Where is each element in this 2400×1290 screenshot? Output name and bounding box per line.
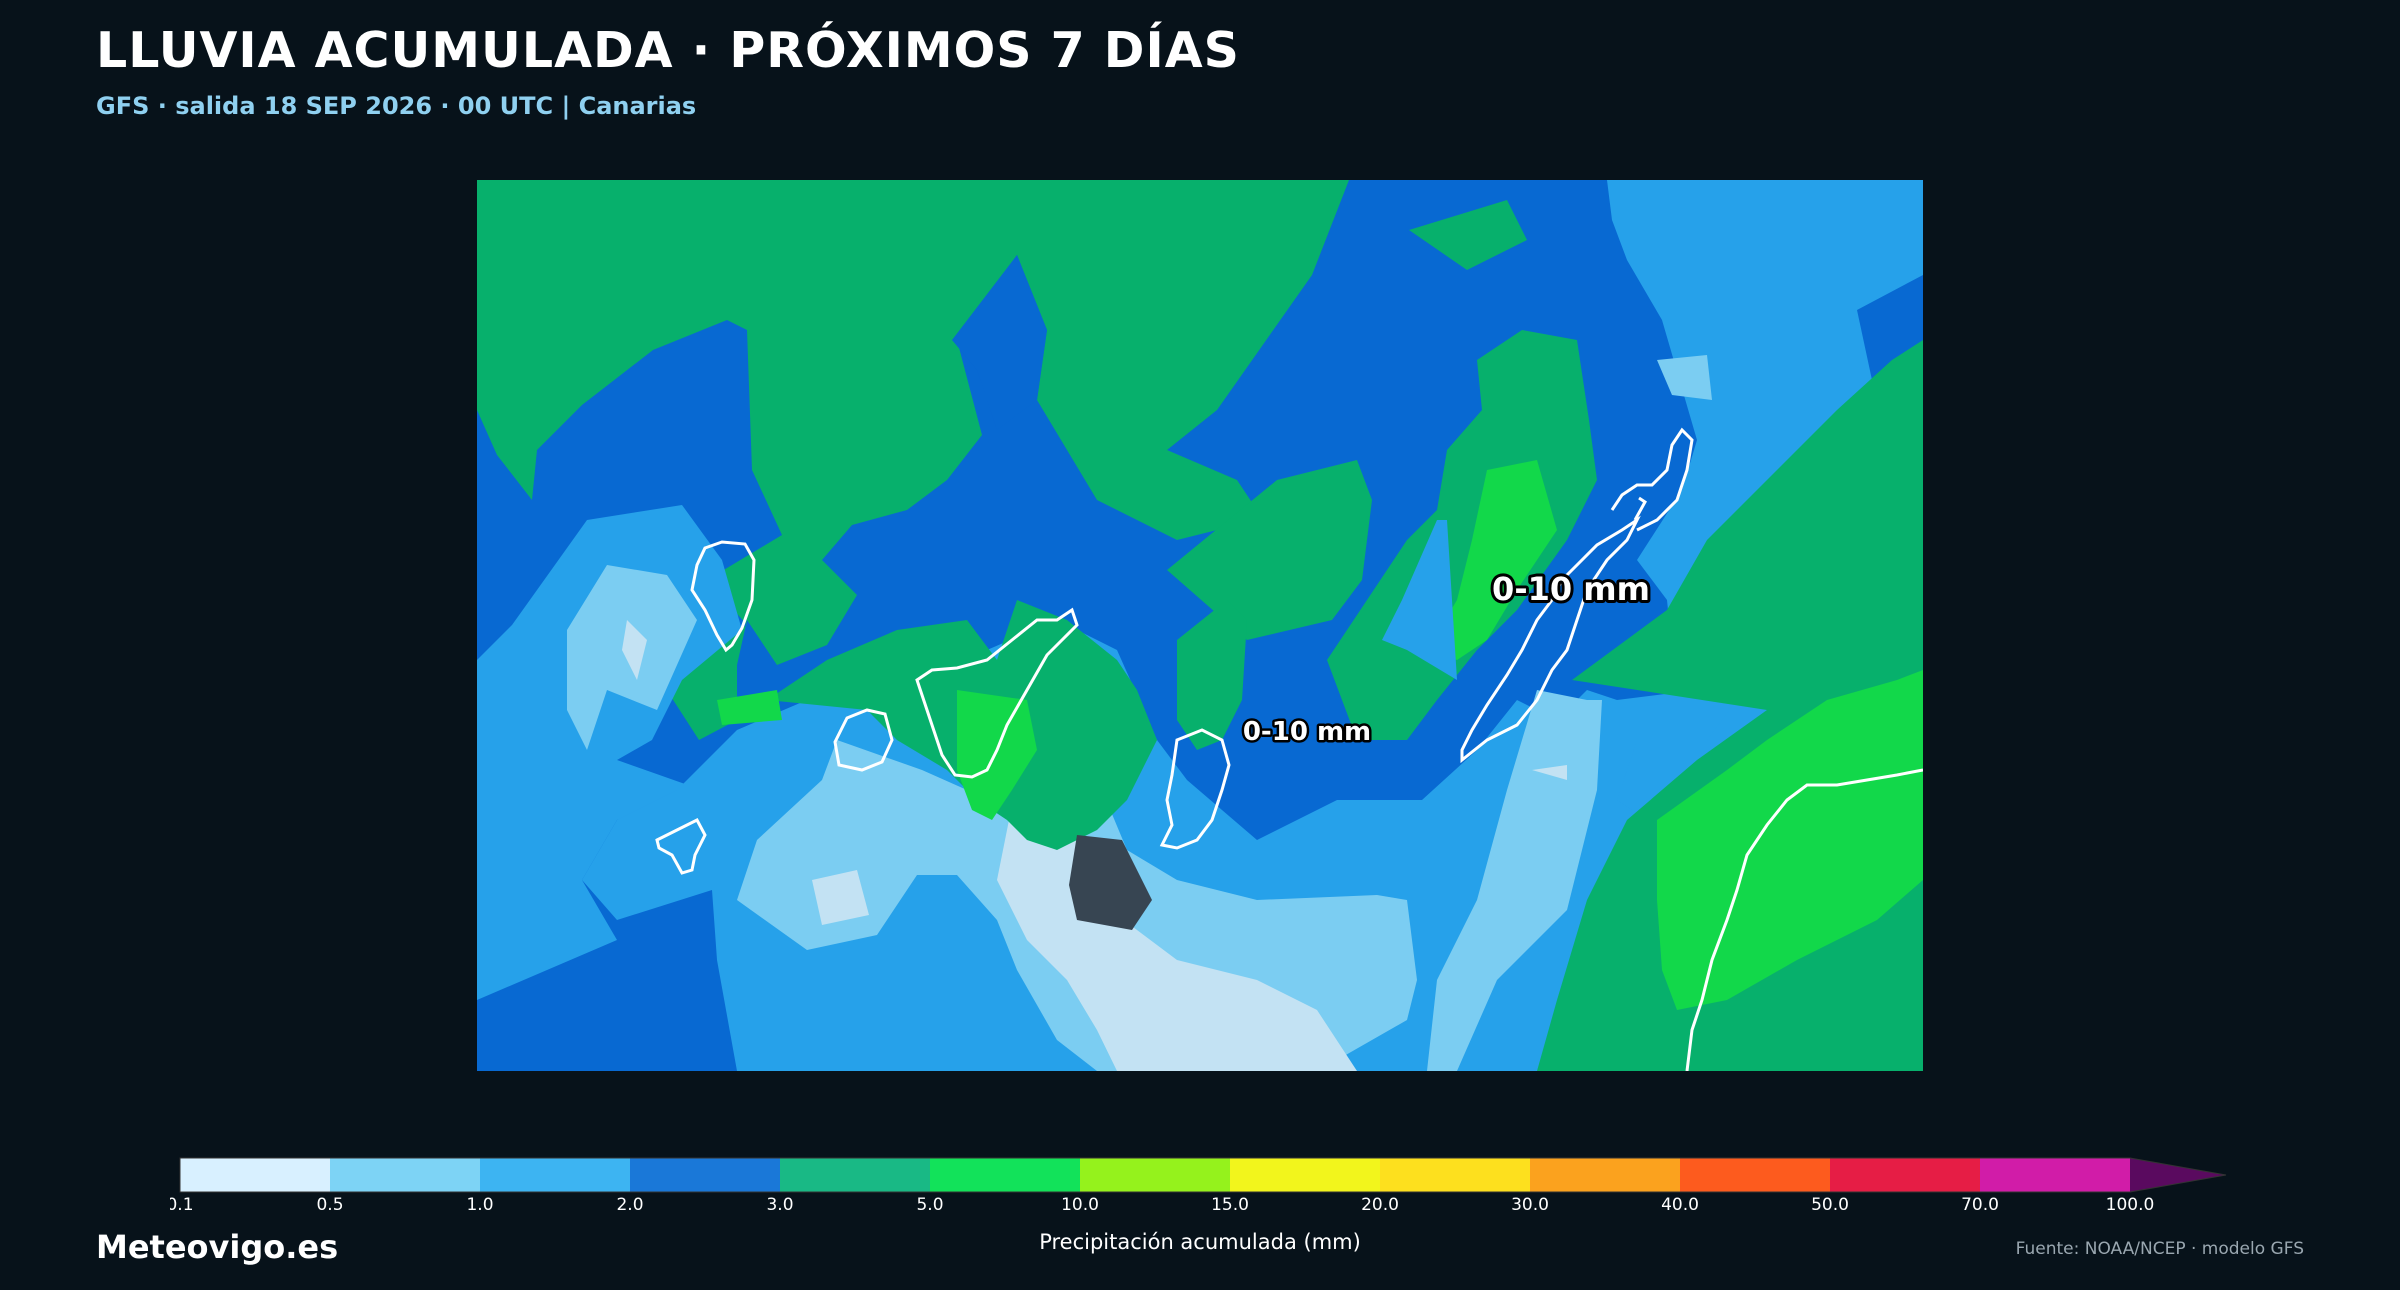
- page-title: LLUVIA ACUMULADA · PRÓXIMOS 7 DÍAS: [96, 22, 1240, 79]
- colorbar-segment: [330, 1158, 480, 1192]
- colorbar-tick-label: 20.0: [1361, 1195, 1399, 1210]
- colorbar-extend-arrow: [2130, 1158, 2226, 1192]
- colorbar-tick-label: 10.0: [1061, 1195, 1099, 1210]
- coast-gran-canaria: [1159, 728, 1231, 850]
- field-green-top: [1409, 200, 1527, 270]
- colorbar-segment: [1830, 1158, 1980, 1192]
- field-blue-hole: [952, 255, 1047, 430]
- precipitation-map[interactable]: 0-10 mm 0-10 mm: [477, 180, 1923, 1071]
- colorbar-segment: [1680, 1158, 1830, 1192]
- field-green-center: [1167, 460, 1372, 640]
- colorbar-segment: [1980, 1158, 2130, 1192]
- field-white-east: [1532, 765, 1567, 780]
- coast-lanzarote: [1610, 427, 1694, 532]
- colorbar-tick-label: 30.0: [1511, 1195, 1549, 1210]
- colorbar-segment: [1530, 1158, 1680, 1192]
- colorbar-segment: [480, 1158, 630, 1192]
- source-credit: Fuente: NOAA/NCEP · modelo GFS: [2015, 1239, 2304, 1259]
- coast-el-hierro: [655, 818, 707, 875]
- field-pale-east-2: [1427, 690, 1602, 1071]
- colorbar-segments: [179, 1157, 2227, 1193]
- map-label-west: 0-10 mm: [1243, 717, 1371, 747]
- field-gray: [1069, 835, 1152, 930]
- field-green-gc-south: [1177, 600, 1247, 750]
- field-white-bottom: [997, 765, 1357, 1071]
- colorbar-tick-label: 50.0: [1811, 1195, 1849, 1210]
- colorbar-segment: [1080, 1158, 1230, 1192]
- colorbar: 0.1 0.5 1.0 2.0 3.0 5.0 10.0 15.0 20.0 30.0 40.0 50…: [170, 1157, 2227, 1210]
- coast-africa: [1685, 768, 1923, 1071]
- brand-logo-text: Meteovigo.es: [96, 1228, 339, 1266]
- colorbar-label: Precipitación acumulada (mm): [1039, 1230, 1361, 1254]
- field-bright-east: [1657, 670, 1923, 1010]
- colorbar-tick-label: 100.0: [2106, 1195, 2155, 1210]
- field-bright-tf-2: [717, 690, 782, 725]
- field-pale-east: [1657, 355, 1712, 400]
- field-white-small: [812, 870, 869, 925]
- colorbar-segment: [1230, 1158, 1380, 1192]
- colorbar-ticks: 0.1 0.5 1.0 2.0 3.0 5.0 10.0 15.0 20.0 30.0 40.0 50…: [170, 1195, 2154, 1210]
- colorbar-border: [179, 1157, 2227, 1193]
- colorbar-tick-label: 0.1: [170, 1195, 194, 1210]
- field-green-north: [477, 180, 1349, 740]
- colorbar-segment: [780, 1158, 930, 1192]
- colorbar-tick-label: 0.5: [316, 1195, 343, 1210]
- coast-la-palma: [690, 540, 756, 653]
- colorbar-tick-label: 1.0: [466, 1195, 493, 1210]
- coast-islet: [1633, 496, 1647, 521]
- colorbar-segment: [1380, 1158, 1530, 1192]
- coast-fuerteventura: [1460, 515, 1641, 764]
- field-light-strip: [1382, 520, 1457, 680]
- colorbar-tick-label: 40.0: [1661, 1195, 1699, 1210]
- field-bright-gc: [1427, 460, 1557, 660]
- colorbar-tick-label: 5.0: [916, 1195, 943, 1210]
- colorbar-tick-label: 15.0: [1211, 1195, 1249, 1210]
- page-subtitle: GFS · salida 18 SEP 2026 · 00 UTC | Cana…: [96, 92, 697, 120]
- field-white-left: [622, 620, 647, 680]
- colorbar-tick-label: 2.0: [616, 1195, 643, 1210]
- coast-tenerife: [915, 607, 1079, 779]
- colorbar-tick-label: 70.0: [1961, 1195, 1999, 1210]
- coastlines: [655, 427, 1923, 1071]
- colorbar-segment: [930, 1158, 1080, 1192]
- colorbar-segment: [630, 1158, 780, 1192]
- colorbar-segment: [180, 1158, 330, 1192]
- coast-la-gomera: [833, 708, 894, 772]
- colorbar-tick-label: 3.0: [766, 1195, 793, 1210]
- field-bright-tf: [957, 690, 1037, 820]
- map-label-east: 0-10 mm: [1492, 570, 1650, 608]
